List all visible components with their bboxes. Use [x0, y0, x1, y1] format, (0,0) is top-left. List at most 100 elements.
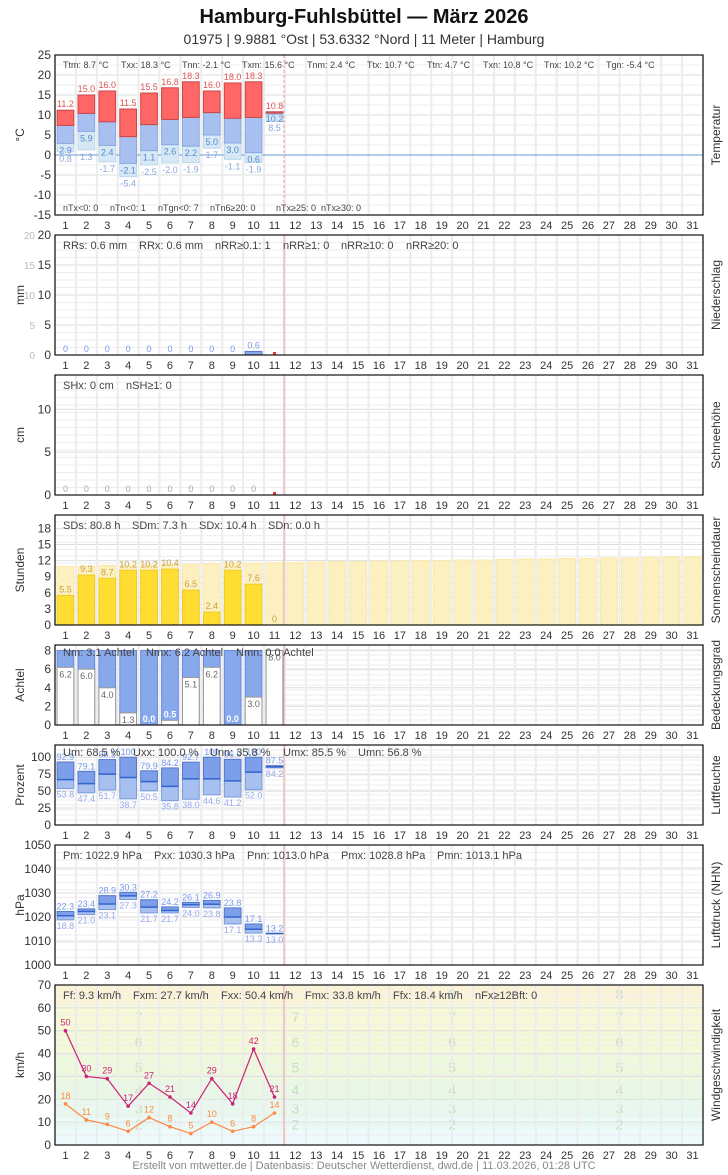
stat-label: nSH≥1: 0 [126, 380, 172, 392]
svg-text:42: 42 [249, 1036, 259, 1046]
svg-text:5: 5 [188, 1121, 193, 1131]
svg-text:27.3: 27.3 [119, 900, 137, 910]
sun-bar [140, 569, 158, 626]
y-tick-label: 0 [44, 818, 51, 832]
x-tick-label: 21 [477, 970, 489, 982]
svg-text:21.7: 21.7 [161, 914, 179, 924]
svg-text:2.4: 2.4 [206, 601, 219, 611]
x-tick-label: 29 [645, 500, 657, 512]
y-tick-label: 15 [38, 88, 52, 102]
svg-text:0: 0 [29, 351, 35, 362]
x-tick-label: 18 [415, 830, 427, 842]
y-tick-label: 6 [44, 586, 51, 600]
x-tick-label: 31 [686, 220, 698, 232]
beaufort-label: 6 [291, 1034, 299, 1050]
x-tick-label: 22 [498, 220, 510, 232]
x-tick-label: 28 [624, 830, 636, 842]
x-tick-label: 14 [331, 1150, 343, 1162]
svg-text:18: 18 [228, 1091, 238, 1101]
y-tick-label: 18 [38, 521, 52, 535]
svg-text:0.6: 0.6 [247, 155, 260, 165]
x-tick-label: 13 [310, 220, 322, 232]
x-tick-label: 18 [415, 500, 427, 512]
svg-text:0.5: 0.5 [164, 709, 177, 719]
svg-text:12: 12 [144, 1105, 154, 1115]
x-tick-label: 10 [247, 1150, 259, 1162]
x-tick-label: 23 [519, 220, 531, 232]
chart-title: Niederschlag [709, 260, 723, 330]
x-tick-label: 14 [331, 970, 343, 982]
beaufort-label: 5 [291, 1059, 299, 1075]
temp-bar [202, 112, 221, 136]
svg-text:30: 30 [81, 1063, 91, 1073]
x-tick-label: 11 [269, 630, 280, 642]
stat-label: Tnm: 2.4 °C [307, 60, 356, 70]
y-tick-label: 100 [31, 750, 51, 764]
svg-text:5.9: 5.9 [80, 133, 93, 143]
stat-label: nRR≥20: 0 [406, 240, 459, 252]
x-tick-label: 7 [188, 1150, 194, 1162]
x-tick-label: 28 [624, 970, 636, 982]
svg-text:92.9: 92.9 [57, 752, 75, 762]
x-tick-label: 17 [394, 360, 406, 372]
stat-label: Pxx: 1030.3 hPa [154, 850, 236, 862]
stat-label: Nm: 3.1 Achtel [63, 647, 135, 659]
x-tick-label: 25 [561, 500, 573, 512]
svg-text:16.0: 16.0 [98, 80, 116, 90]
svg-text:26.1: 26.1 [182, 892, 200, 902]
x-tick-label: 17 [394, 220, 406, 232]
svg-text:6: 6 [126, 1118, 131, 1128]
x-tick-label: 24 [540, 500, 552, 512]
x-tick-label: 14 [331, 360, 343, 372]
y-axis-label: hPa [13, 894, 27, 916]
svg-text:96.9: 96.9 [224, 749, 242, 759]
x-tick-label: 5 [146, 830, 152, 842]
x-tick-label: 20 [456, 500, 468, 512]
x-tick-label: 22 [498, 500, 510, 512]
x-tick-label: 21 [477, 500, 489, 512]
x-tick-label: 15 [352, 500, 364, 512]
x-tick-label: 14 [331, 500, 343, 512]
x-tick-label: 7 [188, 730, 194, 742]
svg-text:13.2: 13.2 [266, 923, 284, 933]
y-tick-label: -5 [40, 168, 51, 182]
y-tick-label: 5 [44, 128, 51, 142]
svg-text:-2.1: -2.1 [120, 165, 136, 175]
x-tick-label: 17 [394, 500, 406, 512]
svg-text:11.5: 11.5 [120, 98, 137, 108]
y-tick-label: -15 [34, 208, 52, 222]
x-tick-label: 19 [436, 360, 448, 372]
x-tick-label: 13 [310, 730, 322, 742]
svg-text:10.8: 10.8 [266, 101, 284, 111]
x-tick-label: 2 [83, 970, 89, 982]
x-tick-label: 10 [247, 730, 259, 742]
x-tick-label: 30 [666, 500, 678, 512]
x-tick-label: 7 [188, 360, 194, 372]
stat-label: Pmn: 1013.1 hPa [437, 850, 523, 862]
x-tick-label: 1 [62, 500, 68, 512]
x-tick-label: 25 [561, 730, 573, 742]
x-tick-label: 23 [519, 730, 531, 742]
x-tick-label: 3 [104, 830, 110, 842]
x-tick-label: 30 [666, 220, 678, 232]
x-tick-label: 3 [104, 220, 110, 232]
svg-text:11.2: 11.2 [57, 99, 74, 109]
beaufort-label: 2 [291, 1116, 299, 1132]
stat-label: nTgn<0: 7 [158, 203, 199, 213]
svg-text:-1.1: -1.1 [225, 161, 241, 171]
x-tick-label: 6 [167, 220, 173, 232]
stat-label: nRR≥0.1: 1 [215, 240, 271, 252]
svg-text:18.8: 18.8 [57, 921, 75, 931]
x-tick-label: 19 [436, 730, 448, 742]
stat-label: SDx: 10.4 h [199, 520, 256, 532]
sun-bar [98, 577, 117, 626]
x-tick-label: 4 [125, 220, 131, 232]
x-tick-label: 14 [331, 220, 343, 232]
x-tick-label: 6 [167, 970, 173, 982]
svg-text:29: 29 [207, 1066, 217, 1076]
y-tick-label: 0 [44, 148, 51, 162]
temp-bar [56, 124, 75, 144]
y-tick-label: 9 [44, 570, 51, 584]
footer-credits: Erstellt von mtwetter.de | Datenbasis: D… [132, 1160, 596, 1172]
x-tick-label: 25 [561, 1150, 573, 1162]
